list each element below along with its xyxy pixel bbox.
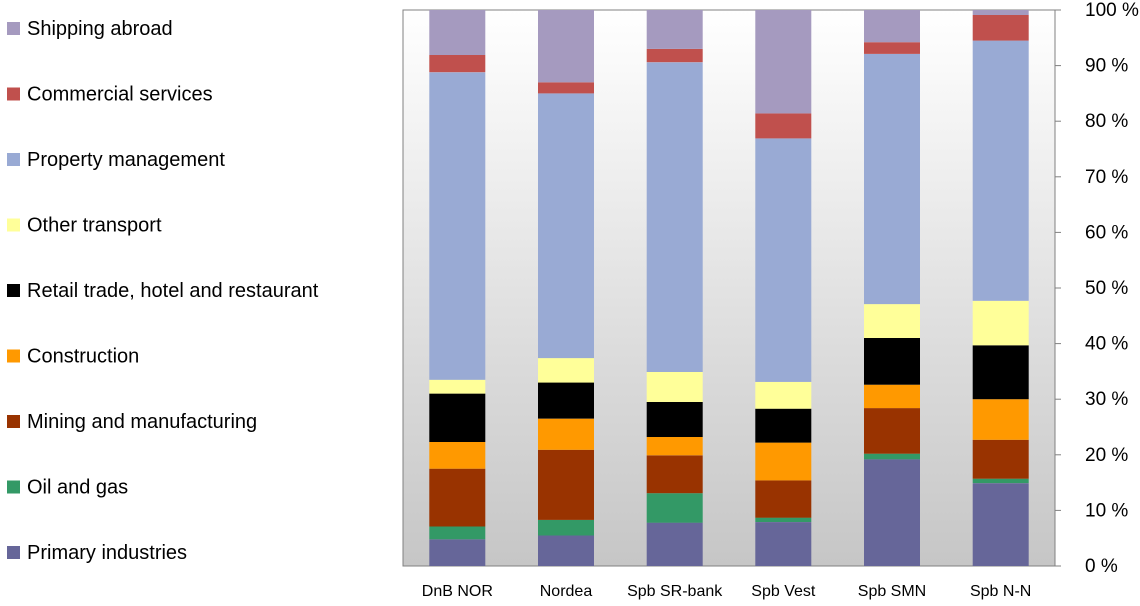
bar-segment bbox=[646, 455, 703, 494]
legend-label: Construction bbox=[27, 346, 139, 368]
x-tick-label: Spb Vest bbox=[751, 583, 816, 600]
bar-segment bbox=[538, 82, 594, 94]
bar-segment bbox=[972, 439, 1029, 479]
y-tick-label: 90 % bbox=[1085, 56, 1128, 77]
x-tick-label: Spb SR-bank bbox=[627, 583, 723, 600]
bar-segment bbox=[864, 453, 920, 460]
bar-segment bbox=[646, 402, 703, 437]
x-axis-labels: DnB NOR Nordea Spb SR-bank Spb Vest Spb SMN S… bbox=[422, 583, 1032, 600]
legend-label: Property management bbox=[27, 149, 225, 171]
bar-segment bbox=[429, 442, 486, 469]
bar-segment bbox=[864, 408, 920, 454]
bar-segment bbox=[538, 10, 594, 83]
bar-segment bbox=[646, 48, 703, 63]
legend-label: Mining and manufacturing bbox=[27, 411, 257, 433]
bar-segment bbox=[972, 399, 1029, 440]
bar-segment bbox=[755, 138, 812, 382]
y-tick-label: 40 % bbox=[1085, 334, 1128, 355]
bar-segment bbox=[864, 10, 920, 43]
bar-segment bbox=[538, 519, 594, 536]
x-tick-label: Nordea bbox=[540, 583, 593, 600]
legend-swatch bbox=[7, 22, 20, 35]
bar-segment bbox=[429, 379, 486, 394]
bar-segment bbox=[972, 15, 1029, 41]
bar-segment bbox=[972, 10, 1029, 15]
bar-segment bbox=[864, 459, 920, 566]
bar-segment bbox=[429, 393, 486, 442]
plot-area bbox=[402, 9, 1056, 567]
bar-segment bbox=[538, 382, 594, 419]
bar-segment bbox=[538, 449, 594, 520]
legend-swatch bbox=[7, 218, 20, 232]
bar-segment bbox=[864, 53, 920, 305]
y-tick-label: 30 % bbox=[1085, 389, 1128, 410]
bar-segment bbox=[429, 10, 486, 55]
y-tick-label: 20 % bbox=[1085, 445, 1128, 466]
legend-swatch bbox=[7, 284, 20, 297]
y-tick-label: 80 % bbox=[1085, 111, 1128, 132]
x-tick-label: Spb SMN bbox=[858, 583, 926, 600]
legend-swatch bbox=[7, 349, 20, 363]
bar-segment bbox=[755, 442, 812, 481]
bars-group bbox=[429, 10, 1029, 566]
legend-label: Primary industries bbox=[27, 542, 187, 564]
bar-segment bbox=[755, 382, 812, 409]
legend-swatch bbox=[7, 480, 20, 494]
bar-segment bbox=[755, 480, 812, 518]
bar-segment bbox=[538, 418, 594, 450]
bar-segment bbox=[646, 437, 703, 456]
bar-segment bbox=[864, 338, 920, 385]
bar-segment bbox=[755, 113, 812, 139]
bar-segment bbox=[429, 72, 486, 380]
bar-segment bbox=[429, 539, 486, 566]
legend-label: Shipping abroad bbox=[27, 18, 173, 40]
bar-segment bbox=[755, 522, 812, 566]
bar-segment bbox=[646, 62, 703, 373]
bar-segment bbox=[972, 478, 1029, 484]
legend-swatch bbox=[7, 546, 20, 559]
y-tick-label: 60 % bbox=[1085, 222, 1128, 243]
x-tick-label: DnB NOR bbox=[422, 583, 493, 600]
y-tick-label: 70 % bbox=[1085, 167, 1128, 188]
bar-segment bbox=[646, 10, 703, 49]
y-tick-label: 0 % bbox=[1085, 556, 1118, 577]
bar-segment bbox=[755, 408, 812, 443]
bar-segment bbox=[864, 42, 920, 54]
bar-segment bbox=[646, 372, 703, 402]
legend-label: Retail trade, hotel and restaurant bbox=[27, 280, 319, 302]
bar-segment bbox=[864, 384, 920, 409]
bar-segment bbox=[538, 358, 594, 383]
bar-segment bbox=[972, 483, 1029, 566]
legend-swatch bbox=[7, 153, 20, 166]
bar-segment bbox=[646, 493, 703, 523]
bar-segment bbox=[429, 468, 486, 527]
bar-segment bbox=[538, 535, 594, 566]
legend-label: Other transport bbox=[27, 215, 162, 237]
x-tick-label: Spb N-N bbox=[970, 583, 1031, 600]
bar-segment bbox=[755, 10, 812, 114]
legend-swatch bbox=[7, 415, 20, 428]
bar-segment bbox=[429, 526, 486, 540]
bar-segment bbox=[864, 304, 920, 338]
bar-segment bbox=[646, 522, 703, 566]
bar-segment bbox=[755, 517, 812, 522]
bar-segment bbox=[972, 300, 1029, 346]
y-tick-label: 10 % bbox=[1085, 500, 1128, 521]
bar-segment bbox=[972, 345, 1029, 400]
legend: Shipping abroad Commercial services Proper… bbox=[7, 18, 319, 564]
legend-label: Commercial services bbox=[27, 84, 213, 106]
y-tick-label: 50 % bbox=[1085, 278, 1128, 299]
y-tick-label: 100 % bbox=[1085, 0, 1139, 21]
bar-segment bbox=[972, 40, 1029, 301]
legend-label: Oil and gas bbox=[27, 477, 128, 499]
legend-swatch bbox=[7, 87, 20, 101]
bar-segment bbox=[538, 93, 594, 359]
bar-segment bbox=[429, 55, 486, 73]
y-axis: 0 % 10 % 20 % 30 % 40 % 50 % 60 % 70 % 80 % 90 % 1… bbox=[1055, 0, 1139, 577]
